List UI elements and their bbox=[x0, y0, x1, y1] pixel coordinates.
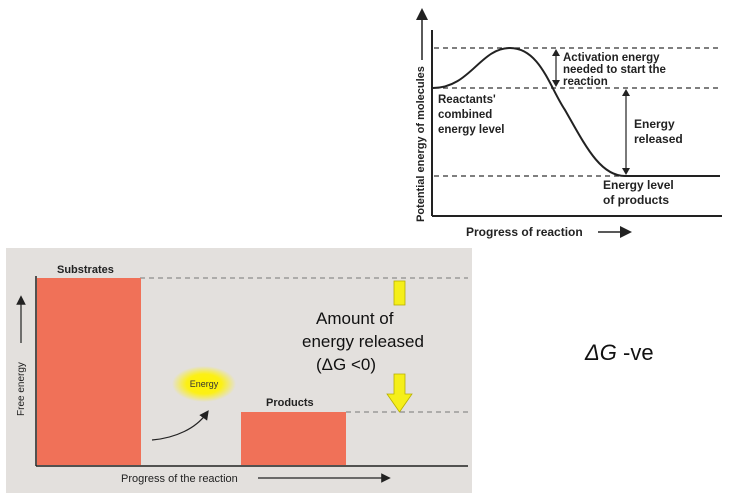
energy-profile-diagram: Potential energy of molecules Progress o… bbox=[415, 8, 722, 239]
amount-label-2: energy released bbox=[302, 332, 424, 351]
reactants-label-1: Reactants' bbox=[438, 94, 496, 106]
yellow-arrow-bottom bbox=[386, 373, 413, 413]
products-energy-label-2: of products bbox=[603, 193, 669, 207]
reaction-curve bbox=[432, 46, 720, 177]
products-label: Products bbox=[266, 397, 314, 409]
amount-label-1: Amount of bbox=[316, 309, 394, 328]
free-energy-svg: Energy Substrates Products Free energy P… bbox=[16, 264, 468, 485]
activation-label-1: Activation energy bbox=[563, 52, 660, 64]
products-bar bbox=[241, 412, 346, 465]
delta-g-suffix: -ve bbox=[616, 340, 654, 365]
activation-label-2: needed to start the bbox=[563, 64, 666, 76]
free-energy-diagram: Energy Substrates Products Free energy P… bbox=[6, 248, 472, 493]
released-label-1: Energy bbox=[634, 117, 675, 131]
delta-g-note: ΔG -ve bbox=[585, 340, 654, 366]
energy-profile-svg: Potential energy of molecules Progress o… bbox=[415, 8, 722, 239]
released-label-2: released bbox=[634, 132, 683, 146]
free-energy-x-label: Progress of the reaction bbox=[121, 473, 238, 485]
reactants-label-3: energy level bbox=[438, 124, 504, 136]
reactants-label-2: combined bbox=[438, 109, 492, 121]
delta-g-symbol: ΔG bbox=[585, 340, 617, 365]
top-x-axis-label: Progress of reaction bbox=[466, 225, 583, 239]
amount-label-3: (ΔG <0) bbox=[316, 355, 376, 374]
substrates-label: Substrates bbox=[57, 264, 114, 276]
energy-glow bbox=[172, 366, 236, 402]
yellow-arrow-top bbox=[393, 280, 406, 306]
substrates-bar bbox=[37, 278, 141, 465]
top-y-axis-label: Potential energy of molecules bbox=[415, 66, 427, 222]
energy-release-curve-arrow bbox=[151, 410, 209, 441]
activation-label-3: reaction bbox=[563, 76, 608, 88]
energy-bubble-label: Energy bbox=[190, 379, 219, 389]
free-energy-y-label: Free energy bbox=[16, 362, 27, 416]
products-energy-label-1: Energy level bbox=[603, 178, 674, 192]
